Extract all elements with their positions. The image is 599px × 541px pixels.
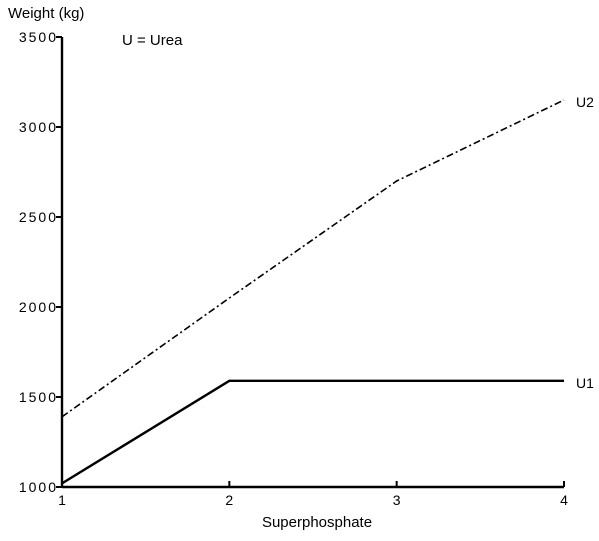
y-tick-label: 3000 [19, 119, 58, 135]
chart-annotation: U = Urea [122, 32, 183, 49]
series-layer [61, 99, 565, 485]
x-axis-ticks: 1 2 3 4 [58, 481, 568, 508]
y-axis-ticks: 1000 1500 2000 2500 3000 3500 [19, 29, 62, 495]
y-tick-label: 1000 [19, 479, 58, 495]
x-tick-label: 2 [225, 492, 233, 508]
axes [60, 37, 564, 489]
series-line-u1 [61, 379, 564, 485]
x-tick-label: 3 [393, 492, 401, 508]
x-tick-label: 1 [58, 492, 66, 508]
series-line-u2 [61, 99, 565, 418]
y-tick-label: 2000 [19, 299, 58, 315]
y-tick-label: 2500 [19, 209, 58, 225]
y-tick-label: 1500 [19, 389, 58, 405]
x-axis-title: Superphosphate [262, 514, 372, 531]
series-label-u1: U1 [576, 375, 594, 391]
x-tick-label: 4 [560, 492, 568, 508]
y-axis-title: Weight (kg) [8, 5, 84, 22]
series-labels: U1 U2 [576, 94, 594, 391]
y-tick-label: 3500 [19, 29, 58, 45]
series-label-u2: U2 [576, 94, 594, 110]
